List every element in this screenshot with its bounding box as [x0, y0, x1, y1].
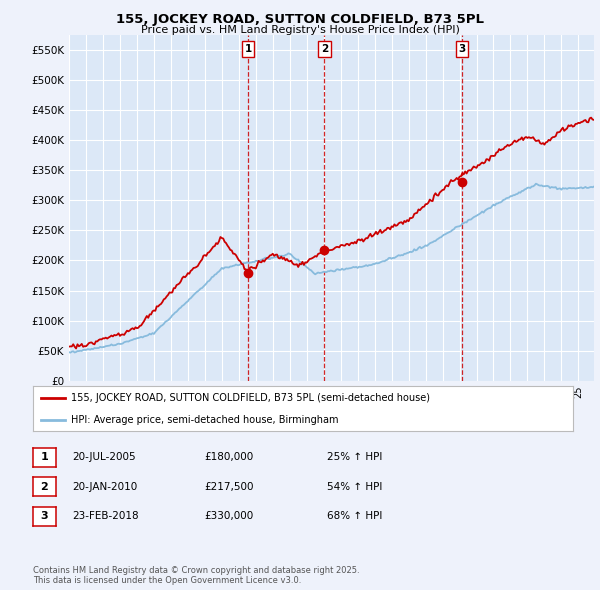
Text: 2: 2	[41, 482, 48, 491]
Text: 3: 3	[41, 512, 48, 521]
Text: 3: 3	[458, 44, 466, 54]
Text: 155, JOCKEY ROAD, SUTTON COLDFIELD, B73 5PL: 155, JOCKEY ROAD, SUTTON COLDFIELD, B73 …	[116, 13, 484, 26]
Text: 20-JUL-2005: 20-JUL-2005	[72, 453, 136, 462]
Text: £330,000: £330,000	[204, 512, 253, 521]
Text: £217,500: £217,500	[204, 482, 254, 491]
Text: 1: 1	[244, 44, 251, 54]
Text: 23-FEB-2018: 23-FEB-2018	[72, 512, 139, 521]
Text: 1: 1	[41, 453, 48, 462]
Text: HPI: Average price, semi-detached house, Birmingham: HPI: Average price, semi-detached house,…	[71, 415, 338, 425]
Text: Contains HM Land Registry data © Crown copyright and database right 2025.
This d: Contains HM Land Registry data © Crown c…	[33, 566, 359, 585]
Text: Price paid vs. HM Land Registry's House Price Index (HPI): Price paid vs. HM Land Registry's House …	[140, 25, 460, 35]
Text: 20-JAN-2010: 20-JAN-2010	[72, 482, 137, 491]
Text: 68% ↑ HPI: 68% ↑ HPI	[327, 512, 382, 521]
Text: 54% ↑ HPI: 54% ↑ HPI	[327, 482, 382, 491]
Text: 155, JOCKEY ROAD, SUTTON COLDFIELD, B73 5PL (semi-detached house): 155, JOCKEY ROAD, SUTTON COLDFIELD, B73 …	[71, 394, 430, 404]
Text: 25% ↑ HPI: 25% ↑ HPI	[327, 453, 382, 462]
Text: 2: 2	[321, 44, 328, 54]
Text: £180,000: £180,000	[204, 453, 253, 462]
